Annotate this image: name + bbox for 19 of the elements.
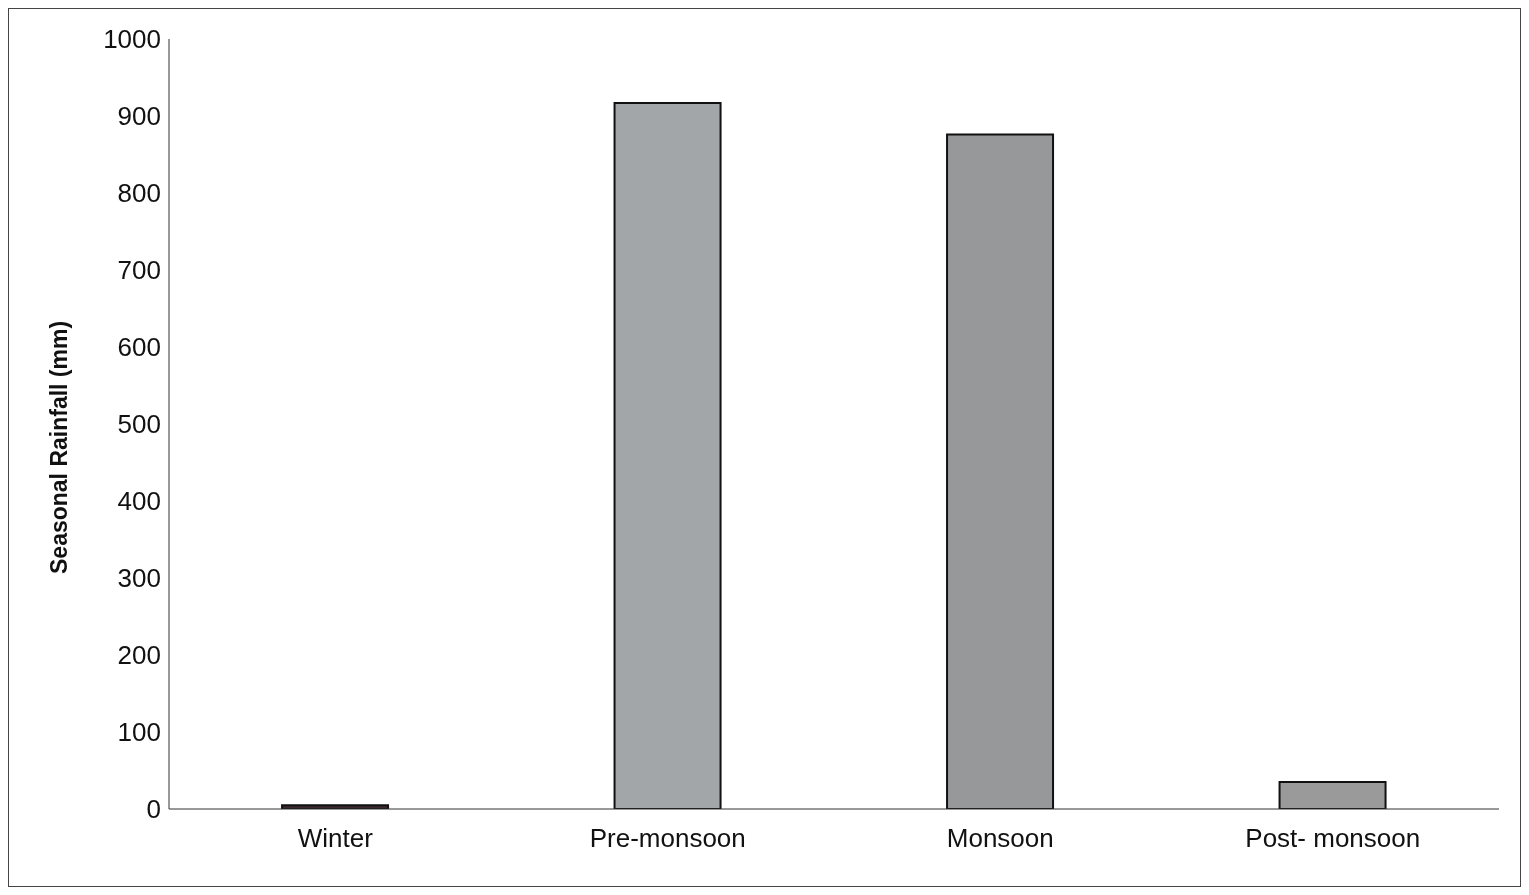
x-tick-label: Monsoon bbox=[946, 823, 1054, 854]
y-tick-label: 400 bbox=[117, 486, 161, 517]
y-tick-label: 900 bbox=[117, 101, 161, 132]
y-tick-label: 800 bbox=[117, 178, 161, 209]
x-tick-label: Pre-monsoon bbox=[589, 823, 746, 854]
y-tick-label: 700 bbox=[117, 255, 161, 286]
y-tick-label: 200 bbox=[117, 640, 161, 671]
y-tick-label: 500 bbox=[117, 409, 161, 440]
y-tick-label: 600 bbox=[117, 332, 161, 363]
bar bbox=[946, 133, 1055, 809]
y-tick-label: 300 bbox=[117, 563, 161, 594]
y-tick-label: 100 bbox=[117, 717, 161, 748]
bar bbox=[613, 101, 722, 809]
y-tick-label: 1000 bbox=[103, 24, 161, 55]
y-tick-label: 0 bbox=[146, 794, 161, 825]
x-tick-label: Post- monsoon bbox=[1245, 823, 1421, 854]
y-axis-title: Seasonal Rainfall (mm) bbox=[46, 320, 73, 574]
bar bbox=[1278, 781, 1387, 809]
x-tick-label: Winter bbox=[297, 823, 374, 854]
